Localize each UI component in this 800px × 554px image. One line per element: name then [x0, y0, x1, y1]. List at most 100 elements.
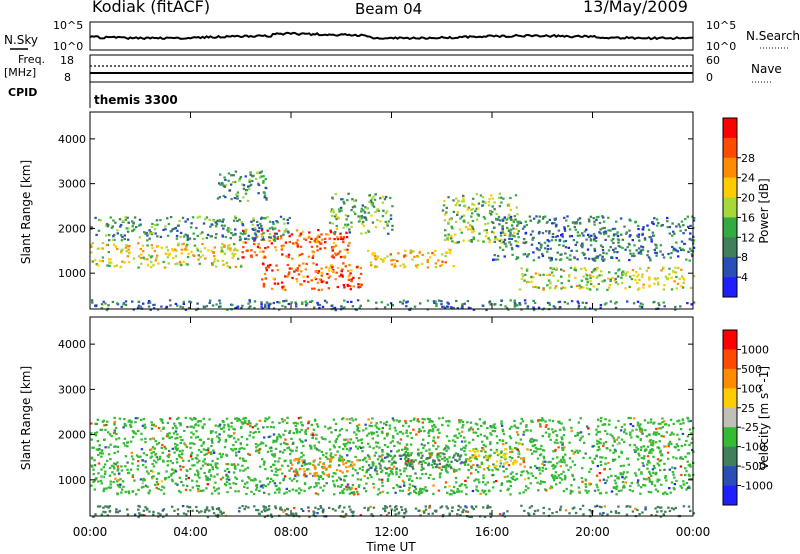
- range-time-cell: [260, 510, 264, 513]
- range-time-cell: [401, 479, 405, 482]
- range-time-cell: [388, 466, 391, 470]
- range-time-cell: [364, 206, 367, 209]
- range-time-cell: [122, 485, 125, 488]
- range-time-cell: [246, 199, 250, 202]
- range-time-cell: [612, 437, 615, 440]
- range-time-cell: [515, 472, 518, 475]
- range-time-cell: [690, 303, 693, 306]
- range-time-cell: [154, 452, 157, 456]
- range-time-cell: [149, 308, 152, 311]
- range-time-cell: [564, 453, 567, 456]
- range-time-cell: [539, 425, 542, 428]
- range-time-cell: [662, 435, 665, 438]
- range-time-cell: [560, 258, 563, 261]
- range-time-cell: [168, 432, 171, 435]
- range-time-cell: [572, 239, 576, 242]
- range-time-cell: [359, 272, 363, 275]
- range-time-cell: [339, 469, 342, 473]
- range-time-cell: [654, 507, 657, 510]
- range-time-cell: [143, 258, 146, 261]
- range-time-cell: [469, 456, 472, 459]
- range-time-cell: [135, 493, 138, 496]
- range-time-cell: [619, 473, 622, 476]
- velocity-panel-frame: [89, 316, 694, 517]
- range-time-cell: [546, 274, 549, 277]
- range-time-cell: [274, 227, 277, 230]
- range-time-cell: [325, 301, 329, 304]
- range-time-cell: [264, 485, 267, 488]
- range-time-cell: [260, 301, 263, 304]
- range-time-cell: [667, 424, 670, 427]
- range-time-cell: [682, 480, 685, 483]
- range-time-cell: [573, 222, 576, 225]
- range-time-cell: [555, 476, 558, 480]
- range-time-cell: [280, 248, 284, 251]
- range-time-cell: [656, 505, 660, 509]
- range-time-cell: [655, 441, 658, 444]
- range-time-cell: [663, 305, 666, 308]
- range-time-cell: [584, 273, 588, 276]
- range-time-cell: [501, 430, 505, 433]
- range-time-cell: [285, 487, 288, 490]
- range-time-cell: [124, 303, 128, 306]
- range-time-cell: [629, 423, 632, 426]
- range-time-cell: [190, 436, 193, 439]
- range-time-cell: [171, 248, 174, 251]
- range-time-cell: [244, 482, 247, 485]
- range-time-cell: [319, 247, 322, 250]
- range-time-cell: [371, 202, 374, 205]
- range-time-cell: [462, 194, 465, 197]
- range-time-cell: [189, 417, 192, 420]
- range-time-cell: [281, 246, 284, 249]
- range-time-cell: [363, 487, 366, 490]
- range-time-cell: [230, 447, 233, 451]
- range-time-cell: [489, 442, 492, 446]
- range-time-cell: [370, 203, 373, 206]
- range-time-cell: [363, 211, 367, 214]
- range-time-cell: [156, 245, 160, 248]
- range-time-cell: [634, 472, 637, 475]
- range-time-cell: [642, 226, 645, 229]
- range-time-cell: [151, 222, 154, 225]
- range-time-cell: [171, 505, 174, 508]
- range-time-cell: [263, 460, 266, 463]
- range-time-cell: [232, 443, 235, 447]
- range-time-cell: [95, 477, 98, 480]
- range-time-cell: [571, 475, 575, 478]
- range-time-cell: [630, 278, 633, 281]
- range-time-cell: [176, 418, 179, 421]
- range-time-cell: [415, 491, 418, 495]
- range-time-cell: [456, 459, 459, 462]
- range-time-cell: [323, 247, 327, 250]
- range-time-cell: [500, 424, 504, 427]
- range-time-cell: [341, 471, 344, 474]
- range-time-cell: [640, 427, 643, 430]
- range-time-cell: [657, 464, 661, 467]
- range-time-cell: [514, 240, 517, 243]
- range-time-cell: [557, 229, 561, 232]
- range-time-cell: [435, 448, 438, 451]
- range-time-cell: [246, 423, 249, 426]
- range-time-cell: [283, 492, 286, 495]
- range-time-cell: [204, 218, 207, 221]
- range-time-cell: [659, 449, 662, 452]
- range-time-cell: [387, 511, 391, 514]
- range-time-cell: [338, 476, 341, 479]
- range-time-cell: [161, 451, 164, 454]
- range-time-cell: [476, 435, 480, 438]
- range-time-cell: [197, 487, 200, 490]
- range-time-cell: [406, 435, 409, 438]
- range-time-cell: [491, 469, 494, 472]
- range-time-cell: [676, 420, 679, 423]
- range-time-cell: [309, 447, 313, 450]
- range-time-cell: [662, 513, 665, 516]
- range-time-cell: [285, 513, 288, 516]
- range-time-cell: [513, 419, 516, 423]
- range-time-cell: [252, 479, 255, 482]
- range-time-cell: [565, 219, 568, 222]
- range-time-cell: [390, 450, 393, 453]
- range-time-cell: [532, 276, 535, 279]
- range-time-cell: [346, 248, 349, 251]
- range-time-cell: [515, 431, 519, 434]
- range-time-cell: [210, 235, 213, 238]
